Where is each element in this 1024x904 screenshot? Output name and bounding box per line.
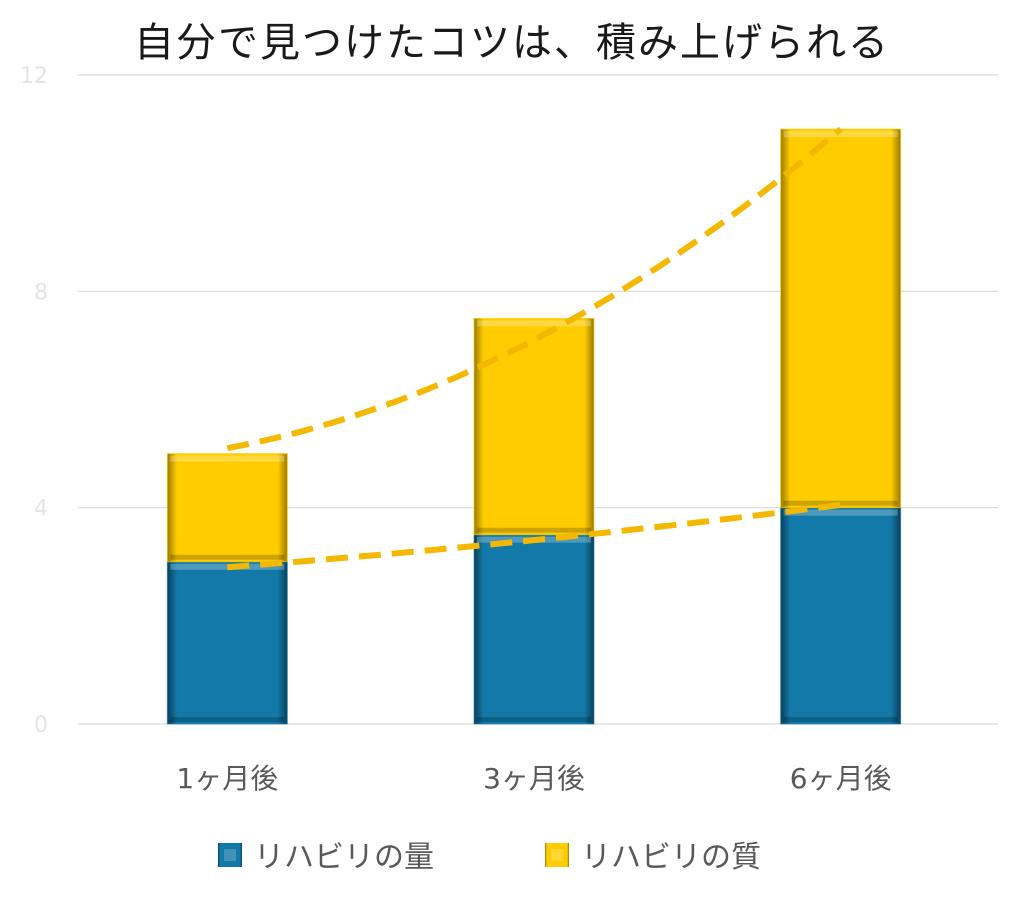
chart-title: 自分で見つけたコツは、積み上げられる [134,20,890,66]
trendline [226,126,843,452]
legend-swatch [218,843,242,867]
y-tick-label: 12 [20,64,48,89]
bar-segment [166,453,288,563]
x-tick-label: 6ヶ月後 [790,762,892,795]
bar-segment [473,317,595,536]
y-tick-label: 8 [34,280,48,305]
bar-segment [780,128,902,509]
trendline [227,502,842,571]
legend-label: リハビリの量 [254,840,434,875]
legend-item: リハビリの量 [218,840,434,875]
bar-segment [780,507,902,725]
legend-label: リハビリの質 [581,840,761,875]
legend-item: リハビリの質 [545,840,761,875]
bar-segment [166,561,288,725]
y-tick-label: 4 [34,497,48,522]
legend-swatch [545,843,569,867]
bar-segment [473,534,595,725]
x-tick-label: 3ヶ月後 [483,762,585,795]
y-tick-label: 0 [34,713,48,738]
x-tick-label: 1ヶ月後 [176,762,278,795]
